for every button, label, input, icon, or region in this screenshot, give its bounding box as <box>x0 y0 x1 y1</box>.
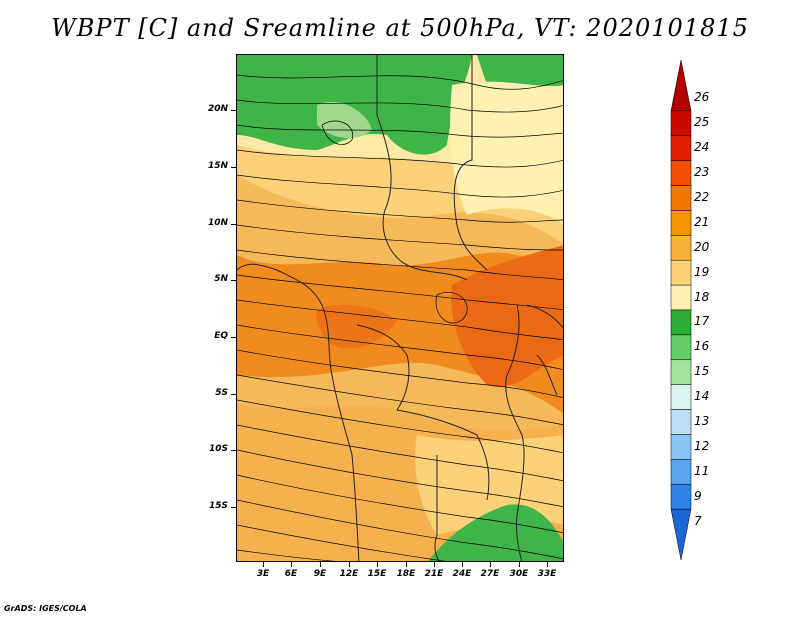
colorbar-segment <box>670 359 692 385</box>
colorbar-label: 19 <box>694 264 710 279</box>
lat-tick <box>231 167 236 168</box>
field-cream-central <box>237 145 563 244</box>
lat-tick <box>231 224 236 225</box>
lat-tick <box>231 450 236 451</box>
colorbar-label: 25 <box>694 115 710 130</box>
colorbar-segment <box>670 110 692 137</box>
lon-tick <box>291 562 292 567</box>
colorbar-label: 9 <box>694 488 702 503</box>
lat-tick <box>231 394 236 395</box>
colorbar-label: 15 <box>694 364 710 379</box>
colorbar-label: 13 <box>694 414 710 428</box>
chart-title: WBPT [C] and Sreamline at 500hPa, VT: 20… <box>51 14 749 42</box>
lon-label: 24E <box>452 569 472 579</box>
colorbar-label: 11 <box>694 463 710 478</box>
field-cream-northeast <box>450 81 563 224</box>
colorbar-segment <box>670 284 692 311</box>
lon-tick <box>320 562 321 567</box>
colorbar-segment <box>670 459 692 485</box>
colorbar-label: 18 <box>694 289 710 304</box>
lon-tick <box>462 562 463 567</box>
colorbar-segment <box>670 235 692 261</box>
lat-tick <box>231 507 236 508</box>
lon-label: 12E <box>339 569 359 579</box>
lon-tick <box>490 562 491 567</box>
colorbar-label: 22 <box>694 190 710 204</box>
colorbar-segment <box>670 210 692 236</box>
colorbar-segment <box>670 309 692 336</box>
lon-tick <box>263 562 264 567</box>
colorbar-label: 16 <box>694 339 710 354</box>
colorbar-label: 12 <box>694 438 710 453</box>
lon-label: 3E <box>256 569 270 579</box>
colorbar-segment <box>670 384 692 410</box>
lat-label: 10N <box>207 218 228 228</box>
lat-label: 5S <box>215 388 228 398</box>
lat-label: 15N <box>207 161 228 171</box>
colorbar-segment <box>670 508 692 560</box>
footer-credit: GrADS: IGES/COLA <box>4 604 87 613</box>
field-green-northeast <box>477 55 563 87</box>
colorbar-label: 21 <box>694 214 710 229</box>
field-lightgreen-patch <box>317 101 372 139</box>
colorbar-label: 14 <box>694 389 710 404</box>
colorbar-label: 20 <box>694 239 710 254</box>
colorbar-label: 26 <box>694 90 710 105</box>
map-field <box>237 55 563 561</box>
streamlines <box>237 74 563 561</box>
colorbar-label: 17 <box>694 314 710 329</box>
colorbar-segment <box>670 409 692 435</box>
lon-label: 21E <box>424 569 444 579</box>
colorbar-segment <box>670 434 692 460</box>
field-green-south <box>428 504 563 561</box>
colorbar <box>670 60 692 560</box>
colorbar-label: 24 <box>694 140 710 155</box>
lat-label: 20N <box>207 104 228 114</box>
lon-tick <box>519 562 520 567</box>
lat-label: 5N <box>214 274 228 284</box>
borders <box>237 55 563 561</box>
map-panel <box>236 54 564 562</box>
lat-label: 15S <box>208 501 228 511</box>
colorbar-segment <box>670 334 692 361</box>
lon-label: 6E <box>284 569 298 579</box>
lon-label: 30E <box>509 569 529 579</box>
colorbar-label: 7 <box>694 513 702 528</box>
lat-tick <box>231 110 236 111</box>
colorbar-label: 23 <box>694 165 710 180</box>
colorbar-segment <box>670 160 692 186</box>
colorbar-segment <box>670 135 692 161</box>
colorbar-segment <box>670 185 692 211</box>
lon-tick <box>349 562 350 567</box>
field-redorange-east <box>451 245 563 387</box>
lon-label: 27E <box>480 569 500 579</box>
colorbar-segment <box>670 60 692 112</box>
lon-tick <box>406 562 407 567</box>
lon-tick <box>377 562 378 567</box>
lat-label: 10S <box>208 444 228 454</box>
lat-tick <box>231 280 236 281</box>
lon-tick <box>434 562 435 567</box>
lon-label: 18E <box>396 569 416 579</box>
colorbar-segment <box>670 259 692 286</box>
field-redorange-west <box>316 304 397 349</box>
lat-tick <box>231 337 236 338</box>
lon-label: 33E <box>537 569 557 579</box>
lon-label: 9E <box>313 569 327 579</box>
colorbar-segment <box>670 483 692 510</box>
lon-label: 15E <box>367 569 387 579</box>
lat-label: EQ <box>214 331 228 341</box>
lon-tick <box>547 562 548 567</box>
